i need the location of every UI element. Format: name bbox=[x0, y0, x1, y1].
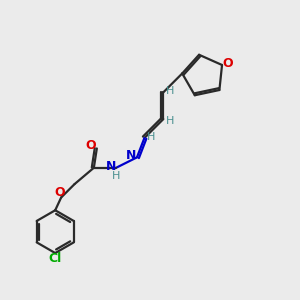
Text: H: H bbox=[166, 116, 174, 126]
Text: N: N bbox=[106, 160, 116, 173]
Text: N: N bbox=[126, 149, 136, 162]
Text: O: O bbox=[54, 186, 65, 199]
Text: H: H bbox=[147, 132, 155, 142]
Text: O: O bbox=[222, 57, 233, 70]
Text: H: H bbox=[166, 86, 174, 96]
Text: H: H bbox=[112, 171, 120, 181]
Text: Cl: Cl bbox=[49, 252, 62, 265]
Text: O: O bbox=[85, 139, 96, 152]
